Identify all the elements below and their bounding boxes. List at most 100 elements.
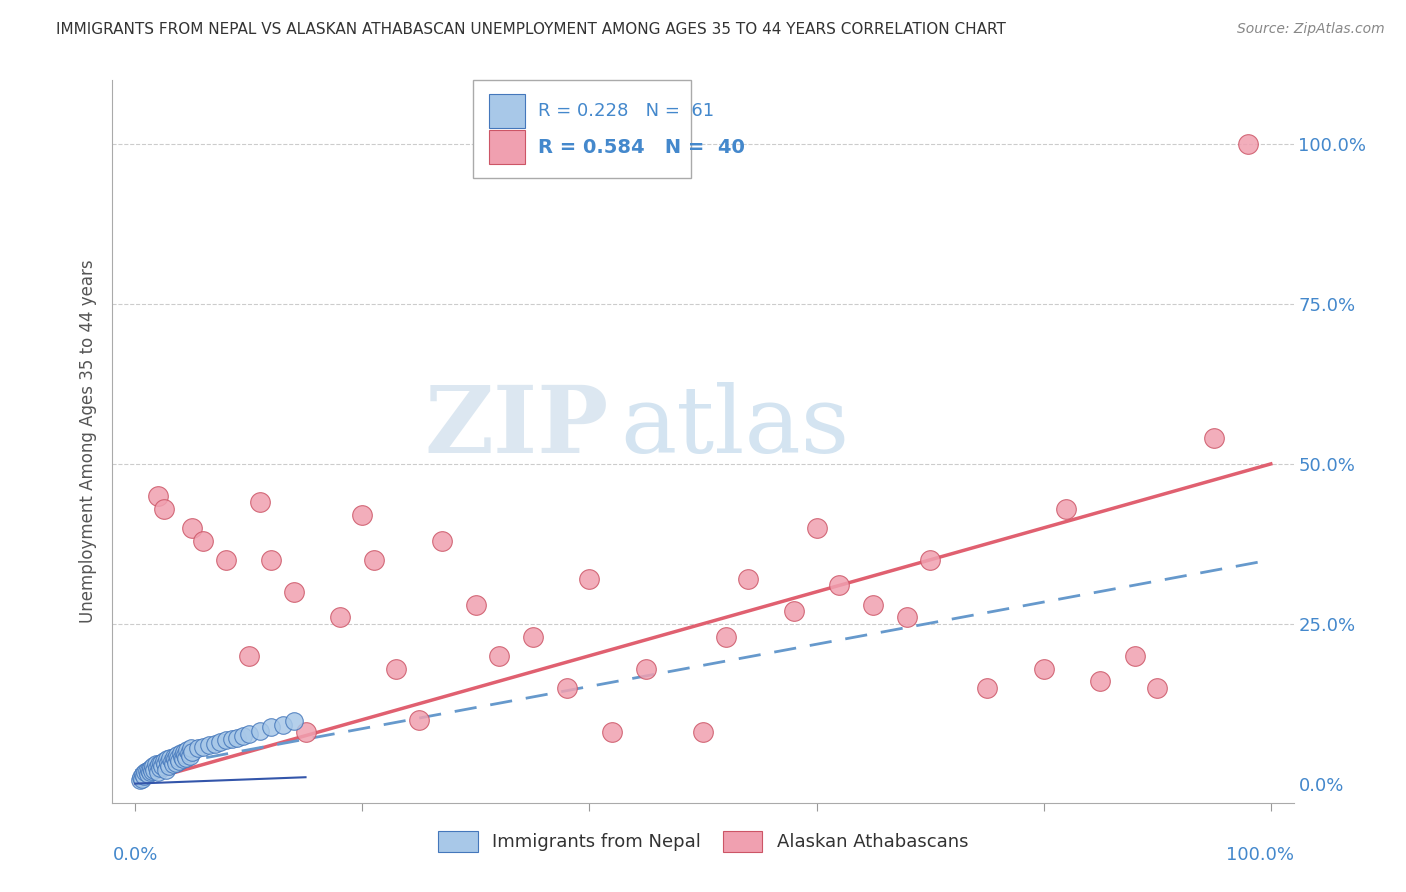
Point bbox=[173, 745, 195, 759]
Point bbox=[187, 741, 209, 756]
Point bbox=[162, 757, 184, 772]
Point bbox=[283, 584, 305, 599]
Point bbox=[1123, 648, 1146, 663]
Point bbox=[1202, 431, 1225, 445]
Point bbox=[238, 727, 260, 741]
Point bbox=[166, 747, 188, 762]
Point bbox=[145, 761, 169, 775]
Point bbox=[143, 763, 166, 777]
Point bbox=[1237, 137, 1260, 152]
Point bbox=[174, 747, 197, 762]
Point bbox=[430, 533, 453, 548]
Point bbox=[249, 495, 271, 509]
Point bbox=[159, 751, 181, 765]
Point bbox=[636, 661, 658, 675]
Point bbox=[352, 508, 374, 522]
Point bbox=[209, 735, 232, 749]
Point bbox=[141, 764, 163, 778]
Point bbox=[920, 553, 942, 567]
Text: ZIP: ZIP bbox=[425, 382, 609, 472]
Point bbox=[181, 745, 204, 759]
Point bbox=[1090, 674, 1112, 689]
FancyBboxPatch shape bbox=[489, 95, 524, 128]
Point bbox=[156, 752, 179, 766]
Point bbox=[260, 720, 283, 734]
Point bbox=[578, 572, 600, 586]
Point bbox=[692, 725, 714, 739]
Point bbox=[737, 572, 759, 586]
Point bbox=[132, 767, 155, 781]
Point bbox=[152, 754, 174, 768]
Point bbox=[464, 598, 486, 612]
Point bbox=[522, 630, 544, 644]
Point bbox=[179, 749, 201, 764]
Point bbox=[714, 630, 737, 644]
Point bbox=[134, 765, 156, 780]
Point bbox=[193, 739, 215, 754]
Point bbox=[174, 751, 197, 765]
Point bbox=[215, 553, 238, 567]
Text: Source: ZipAtlas.com: Source: ZipAtlas.com bbox=[1237, 22, 1385, 37]
Point bbox=[163, 752, 186, 766]
Text: 0.0%: 0.0% bbox=[112, 847, 157, 864]
Text: IMMIGRANTS FROM NEPAL VS ALASKAN ATHABASCAN UNEMPLOYMENT AMONG AGES 35 TO 44 YEA: IMMIGRANTS FROM NEPAL VS ALASKAN ATHABAS… bbox=[56, 22, 1007, 37]
FancyBboxPatch shape bbox=[489, 130, 524, 164]
Point bbox=[215, 733, 238, 747]
Point bbox=[145, 757, 167, 772]
Point bbox=[128, 773, 150, 788]
Point bbox=[226, 731, 249, 745]
Point bbox=[153, 757, 176, 772]
Point bbox=[555, 681, 578, 695]
Point bbox=[600, 725, 623, 739]
Point bbox=[157, 756, 180, 771]
Point bbox=[294, 725, 316, 739]
Text: R = 0.228   N =  61: R = 0.228 N = 61 bbox=[537, 103, 714, 120]
Point bbox=[138, 763, 160, 777]
Point bbox=[134, 769, 156, 783]
Point bbox=[146, 489, 169, 503]
Point bbox=[149, 761, 172, 775]
Text: atlas: atlas bbox=[620, 382, 849, 472]
Point bbox=[204, 737, 226, 751]
Point bbox=[129, 770, 152, 784]
Point bbox=[329, 610, 352, 624]
Point bbox=[148, 757, 170, 772]
Point bbox=[1032, 661, 1054, 675]
Legend: Immigrants from Nepal, Alaskan Athabascans: Immigrants from Nepal, Alaskan Athabasca… bbox=[430, 823, 976, 859]
Point bbox=[167, 751, 190, 765]
Point bbox=[896, 610, 918, 624]
Point bbox=[181, 521, 204, 535]
Point bbox=[165, 756, 187, 770]
Point bbox=[176, 743, 198, 757]
Point bbox=[828, 578, 851, 592]
Point bbox=[232, 729, 254, 743]
Point bbox=[170, 749, 193, 764]
Point bbox=[385, 661, 408, 675]
FancyBboxPatch shape bbox=[472, 80, 692, 178]
Point bbox=[238, 648, 260, 663]
Point bbox=[408, 713, 430, 727]
Point bbox=[139, 761, 162, 775]
Point bbox=[169, 746, 191, 760]
Point bbox=[249, 724, 271, 739]
Point bbox=[806, 521, 828, 535]
Point bbox=[169, 754, 191, 768]
Point bbox=[271, 718, 294, 732]
Point bbox=[157, 758, 180, 772]
Y-axis label: Unemployment Among Ages 35 to 44 years: Unemployment Among Ages 35 to 44 years bbox=[79, 260, 97, 624]
Text: R = 0.584   N =  40: R = 0.584 N = 40 bbox=[537, 138, 745, 157]
Point bbox=[488, 648, 510, 663]
Point bbox=[152, 501, 174, 516]
Point bbox=[193, 533, 215, 548]
Point bbox=[198, 738, 221, 752]
Point bbox=[976, 681, 998, 695]
Point bbox=[172, 752, 194, 766]
Point bbox=[862, 598, 884, 612]
Point bbox=[783, 604, 806, 618]
Point bbox=[283, 714, 305, 728]
Point bbox=[146, 765, 169, 780]
Point bbox=[131, 772, 153, 786]
Point bbox=[136, 767, 159, 781]
Text: 100.0%: 100.0% bbox=[1226, 847, 1294, 864]
Point bbox=[160, 754, 183, 768]
